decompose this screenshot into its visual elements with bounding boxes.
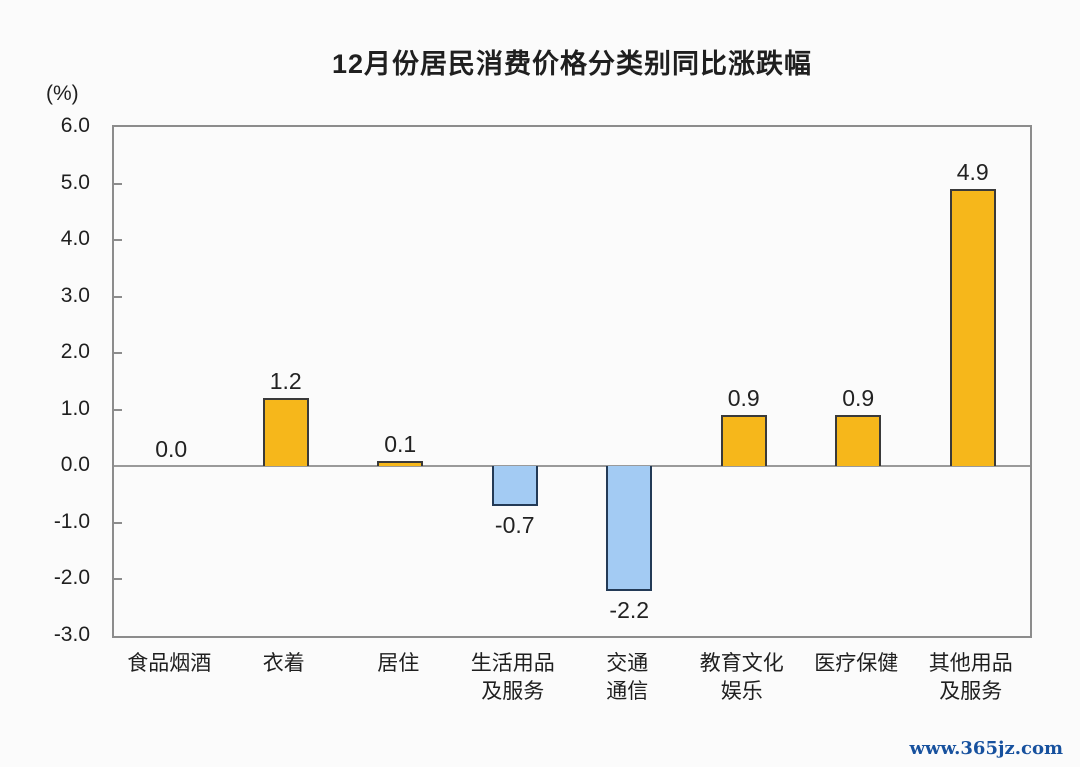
bar	[835, 415, 882, 467]
x-axis-label: 生活用品 及服务	[470, 652, 555, 703]
bar	[720, 415, 767, 467]
bar-value-label: 0.9	[842, 385, 875, 412]
bar	[606, 466, 653, 591]
bar-value-label: -2.2	[609, 596, 650, 623]
bar-value-label: 4.9	[956, 159, 989, 186]
y-axis-tick-label: 4.0	[60, 227, 90, 251]
y-axis-tick-label: -2.0	[53, 566, 90, 590]
y-axis-tick-label: 0.0	[60, 453, 90, 477]
chart-title: 12月份居民消费价格分类别同比涨跌幅	[331, 49, 813, 79]
x-axis-label: 衣着	[262, 652, 305, 675]
x-axis-label: 医疗保健	[814, 652, 899, 675]
x-axis-label: 其他用品 及服务	[928, 652, 1013, 703]
y-axis-tick-label: -3.0	[53, 623, 90, 646]
y-axis-unit-label: (%)	[46, 82, 79, 105]
y-axis-tick-label: 5.0	[60, 170, 90, 194]
bar-value-label: 0.9	[727, 385, 760, 412]
bar-value-label: -0.7	[494, 511, 535, 538]
plot-area: 0.0 1.2 0.1 -0.7 -2.2 0.9 0.9 4.9	[112, 125, 1032, 638]
y-axis-tick	[114, 352, 122, 355]
bar	[377, 460, 424, 467]
y-axis-tick	[114, 521, 122, 524]
y-axis-tick-label: 1.0	[60, 396, 90, 420]
watermark-text: www.365jz.com	[909, 738, 1063, 759]
bar	[262, 398, 309, 467]
x-axis-label: 居住	[377, 652, 420, 675]
y-axis-tick-label: 3.0	[60, 283, 90, 307]
x-axis-label: 交通 通信	[606, 652, 649, 703]
y-axis-tick	[114, 408, 122, 411]
y-axis-tick-label: 6.0	[60, 114, 90, 137]
y-axis-tick-label: -1.0	[53, 509, 90, 533]
x-axis-label: 教育文化 娱乐	[699, 652, 784, 703]
bar-value-label: 0.1	[384, 430, 417, 457]
y-axis-tick	[114, 239, 122, 242]
zero-line	[114, 465, 1030, 468]
y-axis-tick	[114, 182, 122, 185]
bar-value-label: 1.2	[269, 368, 302, 395]
y-axis-tick-label: 2.0	[60, 340, 90, 364]
y-axis-tick	[114, 578, 122, 581]
bar-value-label: 0.0	[155, 436, 188, 463]
bar	[491, 466, 538, 506]
x-axis-label: 食品烟酒	[127, 652, 212, 675]
bar	[949, 189, 996, 467]
y-axis-tick	[114, 295, 122, 298]
